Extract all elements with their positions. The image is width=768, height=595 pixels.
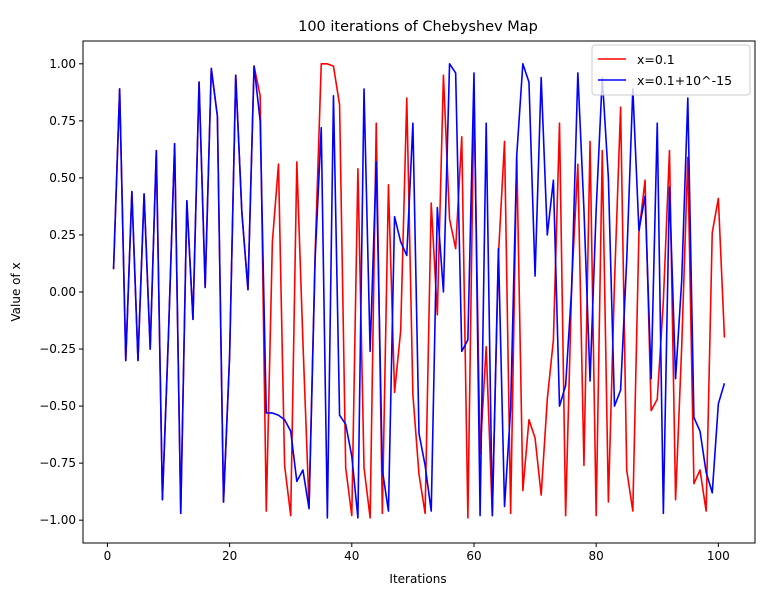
x-tick-label: 100 bbox=[707, 549, 730, 563]
x-tick-label: 40 bbox=[344, 549, 359, 563]
legend-label-2: x=0.1+10^-15 bbox=[637, 73, 732, 88]
y-axis-label: Value of x bbox=[9, 262, 23, 321]
plot-frame bbox=[82, 40, 756, 544]
x-tick-label: 20 bbox=[222, 549, 237, 563]
y-tick-label: 0.25 bbox=[49, 228, 76, 242]
x-tick-label: 60 bbox=[466, 549, 481, 563]
axis-ticks: 0 20 40 60 80 100 −1.00 −0.75 −0.50 −0.25 0.00 0.25… bbox=[39, 57, 730, 563]
y-tick-label: 0.75 bbox=[49, 114, 76, 128]
y-tick-label: −0.75 bbox=[39, 456, 76, 470]
x-tick-label: 0 bbox=[104, 549, 112, 563]
legend-box bbox=[591, 44, 751, 96]
legend: x=0.1 x=0.1+10^-15 bbox=[591, 44, 751, 96]
y-tick-label: −0.25 bbox=[39, 342, 76, 356]
x-axis-label: Iterations bbox=[389, 572, 446, 586]
y-tick-label: −1.00 bbox=[39, 513, 76, 527]
y-tick-label: −0.50 bbox=[39, 399, 76, 413]
y-tick-label: 0.00 bbox=[49, 285, 76, 299]
series-line-2 bbox=[112, 63, 726, 519]
legend-label-1: x=0.1 bbox=[637, 52, 675, 67]
y-tick-label: 1.00 bbox=[49, 57, 76, 71]
y-tick-label: 0.50 bbox=[49, 171, 76, 185]
series-lines bbox=[112, 63, 726, 519]
x-tick-label: 80 bbox=[589, 549, 604, 563]
chart-title: 100 iterations of Chebyshev Map bbox=[298, 19, 538, 35]
